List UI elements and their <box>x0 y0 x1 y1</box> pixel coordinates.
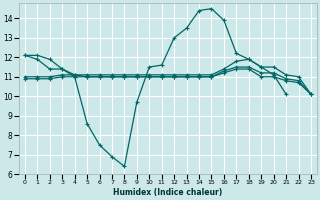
X-axis label: Humidex (Indice chaleur): Humidex (Indice chaleur) <box>113 188 223 197</box>
